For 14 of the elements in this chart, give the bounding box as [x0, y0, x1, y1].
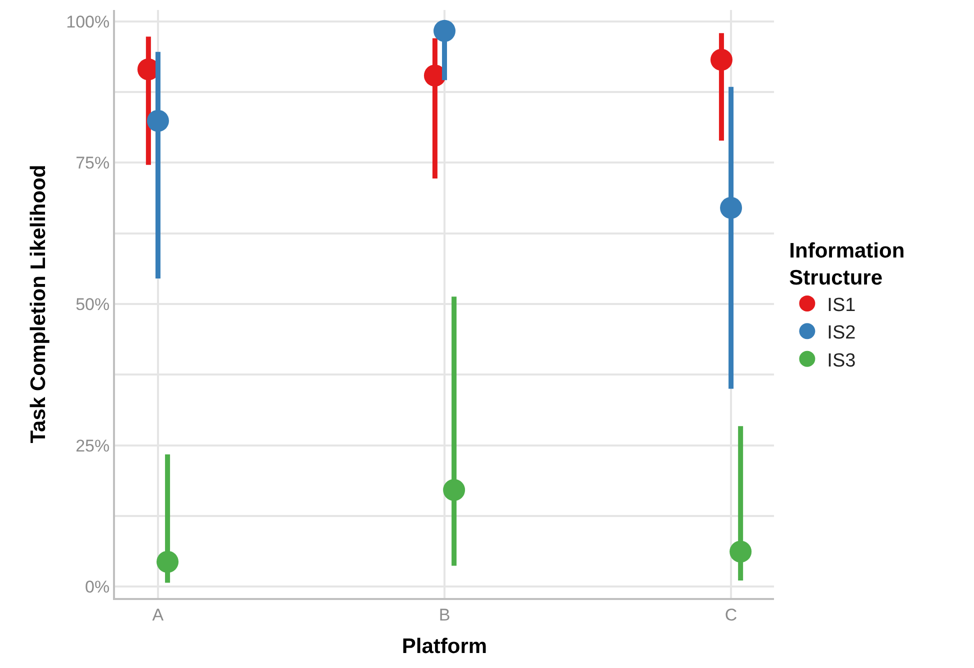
- legend-label: IS2: [827, 322, 856, 344]
- x-axis-title: Platform: [402, 635, 488, 658]
- x-tick-label: C: [724, 605, 738, 624]
- y-tick-label: 25%: [76, 436, 110, 456]
- legend-label: IS3: [827, 350, 856, 372]
- y-tick-label: 100%: [66, 12, 110, 32]
- x-tick-label: B: [438, 605, 450, 624]
- y-tick-label: 50%: [76, 294, 110, 314]
- x-tick-label: A: [152, 605, 164, 624]
- y-axis-title: Task Completion Likelihood: [26, 164, 50, 444]
- y-tick-label: 75%: [76, 154, 110, 173]
- legend-title: Information Structure: [789, 239, 905, 290]
- legend-label: IS1: [827, 294, 856, 316]
- y-tick-label: 0%: [85, 578, 110, 597]
